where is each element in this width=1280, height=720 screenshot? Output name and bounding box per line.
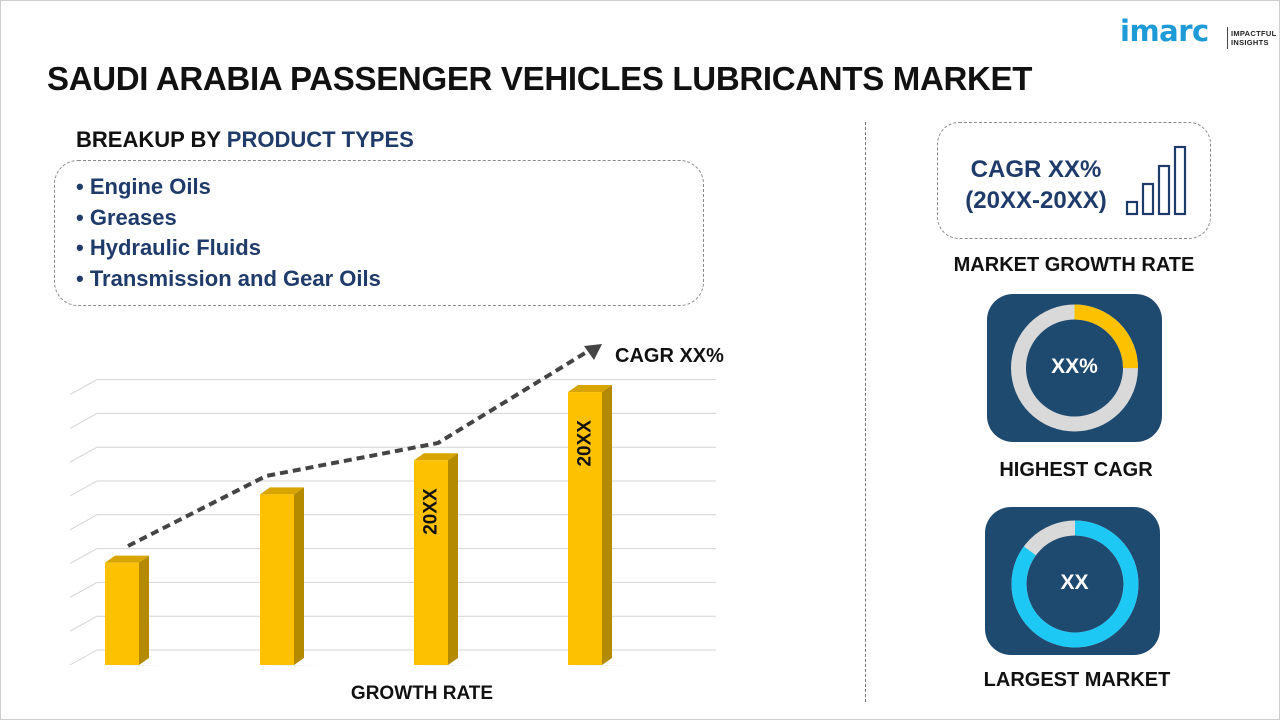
bar-shadow <box>260 665 321 666</box>
grid-edge <box>69 379 98 396</box>
logo-tagline-line1: IMPACTFUL <box>1231 29 1277 38</box>
bar-label: 20XX <box>575 420 596 467</box>
section-divider <box>865 122 866 702</box>
bar-top <box>568 385 612 393</box>
product-type-item: • Hydraulic Fluids <box>76 235 261 260</box>
page-title: SAUDI ARABIA PASSENGER VEHICLES LUBRICAN… <box>47 60 1033 97</box>
x-axis-label: GROWTH RATE <box>351 683 493 704</box>
cagr-text: CAGR XX% (20XX-20XX) <box>950 154 1122 216</box>
imarc-logo: imarc IMPACTFUL INSIGHTS <box>1120 14 1276 58</box>
largest-ring-highlight <box>1011 520 1139 648</box>
product-type-item: • Transmission and Gear Oils <box>76 265 381 291</box>
largest-market-value: XX <box>1060 571 1089 594</box>
grid-edge <box>69 446 98 463</box>
growth-rate-chart: 20XX 20XX CAGR XX% GROWTH RATE <box>69 344 724 704</box>
product-type-label: Engine Oils <box>89 174 211 199</box>
grid-edge <box>69 548 98 565</box>
grid-edge <box>69 581 98 598</box>
market-growth-rate-label: MARKET GROWTH RATE <box>953 254 1195 276</box>
grid-edge <box>69 480 98 497</box>
highest-ring-highlight <box>1011 304 1138 432</box>
product-type-item: • Engine Oils <box>76 174 211 199</box>
highest-cagr-ring <box>1011 304 1138 432</box>
bar-side <box>602 385 612 665</box>
trend-label: CAGR XX% <box>615 345 724 367</box>
largest-market-ring <box>1011 520 1139 648</box>
trend-line <box>127 348 592 548</box>
product-type-item: • Greases <box>76 204 177 230</box>
logo-tagline: IMPACTFUL INSIGHTS <box>1231 29 1276 47</box>
product-type-label: Transmission and Gear Oils <box>89 265 381 291</box>
bar <box>105 562 139 665</box>
cagr-line2: (20XX-20XX) <box>965 187 1107 214</box>
breakup-heading-accent: PRODUCT TYPES <box>226 127 414 152</box>
logo-separator <box>1227 27 1228 49</box>
cagr-line1: CAGR XX% <box>970 156 1102 183</box>
breakup-heading: BREAKUP BY PRODUCT TYPES <box>76 127 414 153</box>
breakup-heading-prefix: BREAKUP BY <box>76 127 221 152</box>
largest-market-tile: XX <box>985 507 1160 655</box>
highest-cagr-value: XX% <box>1051 355 1098 378</box>
cagr-box <box>937 122 1211 239</box>
grid-edge <box>69 649 98 666</box>
bar-shadow <box>105 665 166 666</box>
bar-top <box>260 487 304 495</box>
grid-edge <box>69 615 98 632</box>
bar-shadow <box>568 665 629 666</box>
bar-shadow <box>414 665 475 666</box>
bar-side <box>139 555 149 665</box>
highest-cagr-label: HIGHEST CAGR <box>999 459 1153 481</box>
largest-market-label: LARGEST MARKET <box>983 669 1171 691</box>
grid-edge <box>69 514 98 531</box>
product-type-label: Hydraulic Fluids <box>89 235 261 260</box>
product-types-box <box>54 160 704 306</box>
bar-top <box>414 453 458 461</box>
logo-tagline-line2: INSIGHTS <box>1231 38 1269 47</box>
bar-top <box>105 555 149 563</box>
grid-edge <box>69 412 98 429</box>
product-types-list: • Engine Oils • Greases • Hydraulic Flui… <box>76 172 381 294</box>
bar <box>568 392 602 665</box>
bar-label: 20XX <box>421 488 442 535</box>
bar-side <box>294 487 304 665</box>
bar-side <box>448 453 458 665</box>
logo-word: imarc <box>1120 14 1209 48</box>
bar <box>260 494 294 665</box>
product-type-label: Greases <box>89 204 177 230</box>
trend-arrowhead <box>584 344 602 360</box>
growth-bars-icon <box>1125 145 1187 216</box>
bar <box>414 460 448 665</box>
highest-cagr-tile: XX% <box>987 294 1162 442</box>
